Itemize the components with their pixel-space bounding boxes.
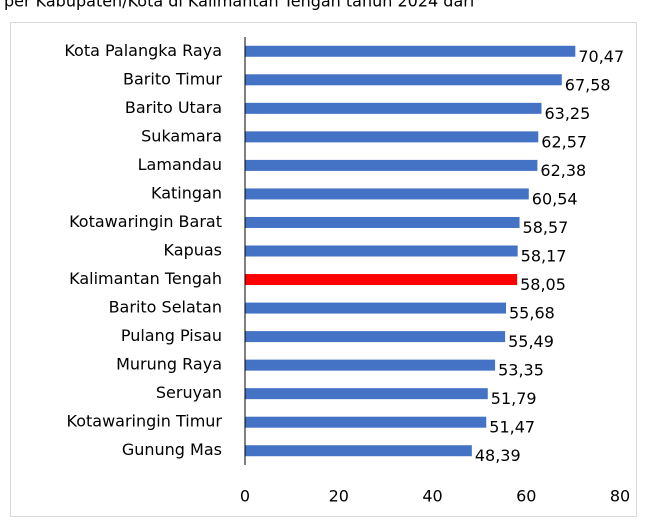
value-label: 58,57 [523, 218, 569, 237]
value-label: 62,38 [540, 161, 586, 180]
y-tick-label: Kalimantan Tengah [69, 269, 222, 288]
bar [245, 102, 542, 114]
bar [245, 331, 506, 343]
bar [245, 216, 520, 228]
bar [245, 74, 562, 86]
x-tick-label: 80 [610, 487, 630, 506]
y-tick-label: Barito Selatan [109, 298, 222, 317]
y-tick-label: Katingan [151, 183, 222, 202]
value-label: 62,57 [541, 132, 587, 151]
x-tick-label: 0 [240, 487, 250, 506]
value-label: 60,54 [532, 189, 578, 208]
x-tick-label: 40 [422, 487, 442, 506]
y-tick-label: Kotawaringin Barat [69, 212, 222, 231]
bar [245, 131, 539, 143]
y-tick-label: Kapuas [164, 241, 222, 260]
y-tick-label: Pulang Pisau [121, 326, 222, 345]
x-tick-label: 20 [329, 487, 349, 506]
bar [245, 159, 538, 171]
x-tick-label: 60 [516, 487, 536, 506]
value-label: 48,39 [475, 446, 521, 465]
bar [245, 45, 576, 57]
y-tick-label: Murung Raya [116, 355, 222, 374]
value-label: 55,68 [509, 304, 555, 323]
bar [245, 359, 496, 371]
bar [245, 416, 487, 428]
bar [245, 188, 529, 200]
value-label: 67,58 [565, 75, 611, 94]
value-label: 58,17 [521, 247, 567, 266]
bar [245, 245, 518, 257]
bar [245, 274, 518, 286]
chart-title: per Kabupaten/Kota di Kalimantan Tengah … [4, 0, 474, 11]
value-label: 58,05 [520, 275, 566, 294]
bar [245, 302, 506, 314]
value-label: 55,49 [508, 332, 554, 351]
bar [245, 388, 488, 400]
value-label: 63,25 [544, 104, 590, 123]
y-tick-label: Lamandau [138, 155, 222, 174]
y-tick-label: Sukamara [141, 126, 222, 145]
y-tick-label: Kotawaringin Timur [67, 412, 223, 431]
value-label: 70,47 [578, 47, 624, 66]
value-label: 51,47 [489, 418, 535, 437]
bar [245, 445, 472, 457]
y-tick-label: Barito Utara [125, 98, 222, 117]
value-label: 53,35 [498, 361, 544, 380]
y-tick-label: Gunung Mas [122, 440, 222, 459]
value-label: 51,79 [491, 389, 537, 408]
y-tick-label: Barito Timur [123, 69, 222, 88]
y-tick-label: Seruyan [156, 383, 222, 402]
y-tick-label: Kota Palangka Raya [64, 41, 222, 60]
